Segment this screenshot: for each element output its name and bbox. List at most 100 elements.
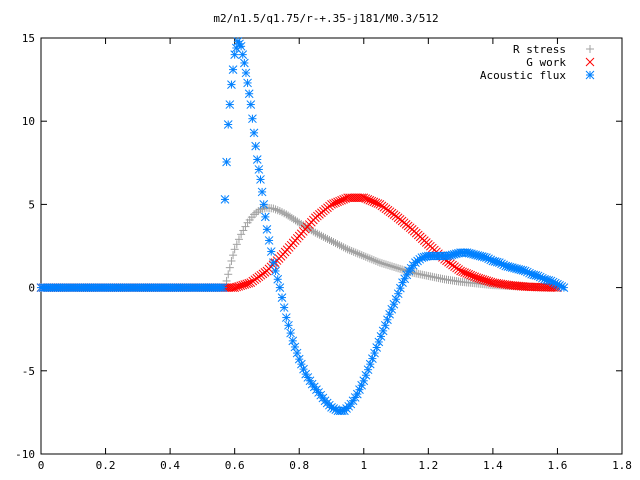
data-point-stroke	[469, 249, 478, 259]
legend-label: Acoustic flux	[480, 69, 566, 82]
data-point-stroke	[387, 304, 397, 314]
data-point	[357, 380, 366, 390]
data-point	[281, 313, 291, 322]
data-point-stroke	[286, 328, 295, 338]
data-point	[327, 237, 336, 246]
data-point-stroke	[233, 36, 243, 46]
data-point-stroke	[542, 275, 552, 285]
y-tick-label: -5	[22, 365, 35, 378]
data-point	[264, 236, 274, 245]
data-point	[223, 120, 233, 129]
data-point-stroke	[462, 269, 472, 278]
data-point-stroke	[357, 380, 366, 390]
series-1	[36, 193, 562, 292]
data-point	[343, 245, 352, 254]
data-point-stroke	[239, 58, 249, 68]
data-point	[251, 141, 261, 151]
data-point	[361, 252, 370, 261]
x-tick-label: 1.4	[483, 459, 503, 472]
axis-ticks	[40, 37, 623, 455]
data-point	[266, 247, 276, 256]
data-point	[375, 258, 384, 267]
data-point-stroke	[385, 309, 394, 319]
data-point-stroke	[226, 283, 236, 292]
data-point	[391, 294, 401, 304]
data-point-stroke	[550, 278, 560, 288]
data-point-stroke	[357, 193, 367, 203]
data-point-stroke	[235, 39, 244, 49]
data-point-stroke	[499, 260, 509, 270]
data-point-stroke	[490, 257, 500, 266]
data-point-stroke	[228, 65, 238, 74]
data-point	[313, 229, 322, 238]
data-point-stroke	[294, 354, 304, 364]
data-point	[241, 222, 250, 231]
x-tick-label: 1.2	[418, 459, 438, 472]
data-point	[372, 343, 382, 352]
data-point-stroke	[396, 283, 405, 293]
data-point-stroke	[497, 259, 506, 269]
data-point	[311, 228, 320, 237]
data-point-stroke	[246, 100, 256, 109]
data-point-stroke	[529, 270, 539, 280]
data-point-stroke	[522, 267, 532, 277]
data-point	[256, 175, 265, 184]
data-point-stroke	[510, 263, 519, 273]
data-point-stroke	[228, 283, 238, 292]
data-point-stroke	[299, 364, 308, 374]
data-point	[218, 283, 228, 292]
data-point-stroke	[292, 348, 302, 358]
legend-label: R stress	[513, 43, 566, 56]
data-point-stroke	[553, 279, 562, 289]
data-point-stroke	[359, 193, 369, 203]
data-point-stroke	[305, 376, 315, 386]
data-point	[250, 210, 259, 219]
data-point-stroke	[257, 187, 267, 197]
data-point-stroke	[378, 326, 388, 336]
legend-marker-stroke	[585, 57, 595, 67]
data-marks	[36, 36, 569, 416]
data-point	[353, 193, 363, 203]
data-point-stroke	[368, 354, 377, 363]
data-point-stroke	[480, 275, 490, 285]
data-point-stroke	[225, 100, 235, 109]
data-point-stroke	[470, 272, 480, 282]
data-point	[347, 246, 356, 255]
data-point-stroke	[468, 271, 478, 281]
data-point-stroke	[371, 198, 381, 208]
data-point-stroke	[260, 212, 270, 222]
data-point-stroke	[555, 281, 564, 290]
data-point	[269, 258, 278, 267]
data-point-stroke	[266, 247, 276, 256]
data-point	[368, 354, 377, 363]
data-point-stroke	[479, 252, 489, 262]
data-point-stroke	[464, 248, 474, 258]
data-point	[396, 264, 405, 273]
data-point-stroke	[472, 273, 482, 282]
data-point	[303, 373, 313, 382]
data-point-stroke	[501, 261, 511, 271]
data-point-stroke	[475, 251, 485, 261]
data-point	[224, 270, 233, 279]
y-tick-label: -10	[15, 448, 35, 461]
data-point	[254, 165, 264, 174]
data-point-stroke	[389, 299, 399, 309]
data-point-stroke	[222, 157, 231, 167]
data-point	[341, 244, 350, 253]
data-point	[393, 289, 403, 299]
data-point	[477, 252, 487, 261]
y-tick-label: 10	[22, 115, 35, 128]
data-point-stroke	[275, 283, 285, 292]
data-point	[339, 243, 348, 252]
data-point-stroke	[505, 262, 515, 272]
data-point-stroke	[329, 404, 339, 413]
data-point	[343, 193, 352, 203]
data-point	[244, 89, 254, 99]
data-point	[244, 278, 254, 288]
data-point-stroke	[254, 165, 264, 174]
data-point-stroke	[279, 303, 289, 312]
data-point	[373, 257, 382, 266]
data-point-stroke	[241, 68, 251, 78]
data-point-stroke	[540, 274, 549, 284]
data-point-stroke	[374, 337, 384, 347]
